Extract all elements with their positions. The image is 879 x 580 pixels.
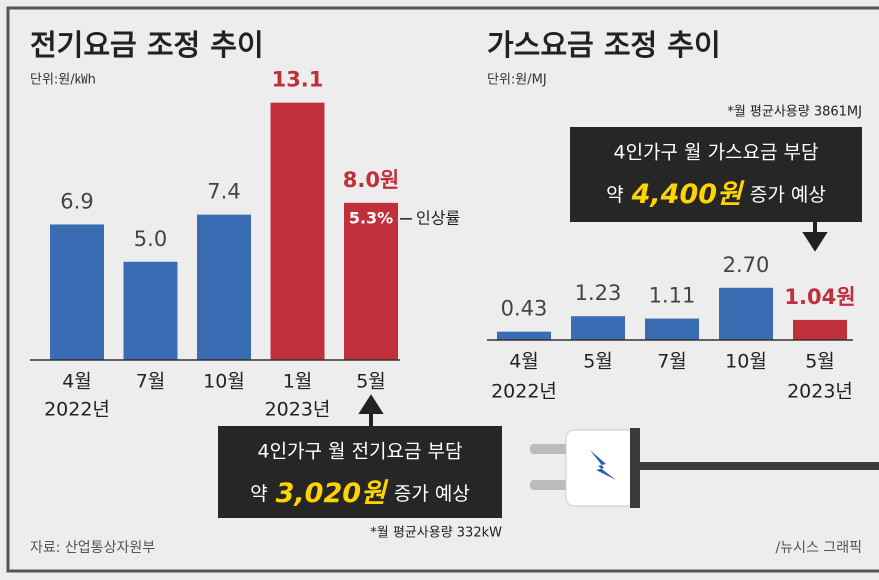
- callout-box: [570, 127, 862, 222]
- callout-line1: 4인가구 월 가스요금 부담: [613, 142, 818, 164]
- value-label: 1.23: [575, 281, 622, 305]
- year-label: 2022년: [44, 399, 110, 421]
- arrow-up: [358, 394, 384, 427]
- value-label: 8.0원: [343, 168, 400, 192]
- bar: [719, 287, 773, 340]
- credit: /뉴시스 그래픽: [776, 540, 862, 556]
- bar: [645, 318, 699, 340]
- x-tick-label: 1월: [283, 371, 313, 393]
- value-label: 1.04원: [784, 285, 855, 309]
- callout-prefix: 약: [250, 483, 267, 505]
- x-tick-label: 4월: [62, 371, 92, 393]
- source: 자료: 산업통상자원부: [30, 540, 155, 556]
- x-tick-label: 7월: [657, 351, 687, 373]
- value-label: 6.9: [60, 189, 93, 213]
- x-tick-label: 5월: [583, 351, 613, 373]
- callout-amount: 3,020원: [276, 478, 389, 509]
- rate-label: 5.3%: [349, 208, 393, 227]
- callout-note: *월 평균사용량 3861MJ: [727, 105, 862, 120]
- unit-label: 단위:원/㎾h: [30, 73, 96, 88]
- arrow-down: [802, 222, 828, 252]
- value-label: 13.1: [272, 68, 324, 92]
- chart-title: 가스요금 조정 추이: [487, 28, 721, 62]
- x-tick-label: 4월: [509, 351, 539, 373]
- value-label: 2.70: [723, 253, 770, 277]
- callout-line2: 약 4,400원 증가 예상: [606, 179, 826, 210]
- x-tick-label: 10월: [725, 351, 767, 373]
- year-label: 2022년: [491, 381, 557, 403]
- year-label: 2023년: [787, 381, 853, 403]
- x-tick-label: 10월: [203, 371, 245, 393]
- rate-name: 인상률: [416, 208, 460, 227]
- bar: [50, 224, 104, 360]
- x-tick-label: 7월: [136, 371, 166, 393]
- value-label: 0.43: [501, 297, 548, 321]
- value-label: 1.11: [649, 284, 696, 308]
- frame: [6, 6, 879, 573]
- callout-prefix: 약: [606, 184, 623, 206]
- plug-icon: [530, 428, 879, 508]
- callout-amount: 4,400원: [631, 179, 745, 210]
- bar: [571, 316, 625, 340]
- bar: [793, 319, 847, 340]
- callout-suffix: 증가 예상: [394, 483, 470, 505]
- bar: [123, 261, 178, 360]
- callout-line1: 4인가구 월 전기요금 부담: [257, 441, 462, 463]
- bar: [344, 202, 398, 360]
- x-tick-label: 5월: [356, 371, 386, 393]
- x-tick-label: 5월: [805, 351, 835, 373]
- callout-note: *월 평균사용량 332kW: [370, 526, 502, 541]
- unit-label: 단위:원/MJ: [487, 73, 547, 88]
- callout-suffix: 증가 예상: [750, 184, 826, 206]
- value-label: 7.4: [207, 180, 240, 204]
- callout-line2: 약 3,020원 증가 예상: [250, 478, 470, 509]
- year-label: 2023년: [265, 399, 331, 421]
- callout-box: [218, 426, 502, 518]
- bar: [497, 331, 551, 340]
- bar: [197, 214, 251, 360]
- bar: [270, 102, 325, 360]
- value-label: 5.0: [134, 227, 167, 251]
- chart-title: 전기요금 조정 추이: [30, 28, 264, 62]
